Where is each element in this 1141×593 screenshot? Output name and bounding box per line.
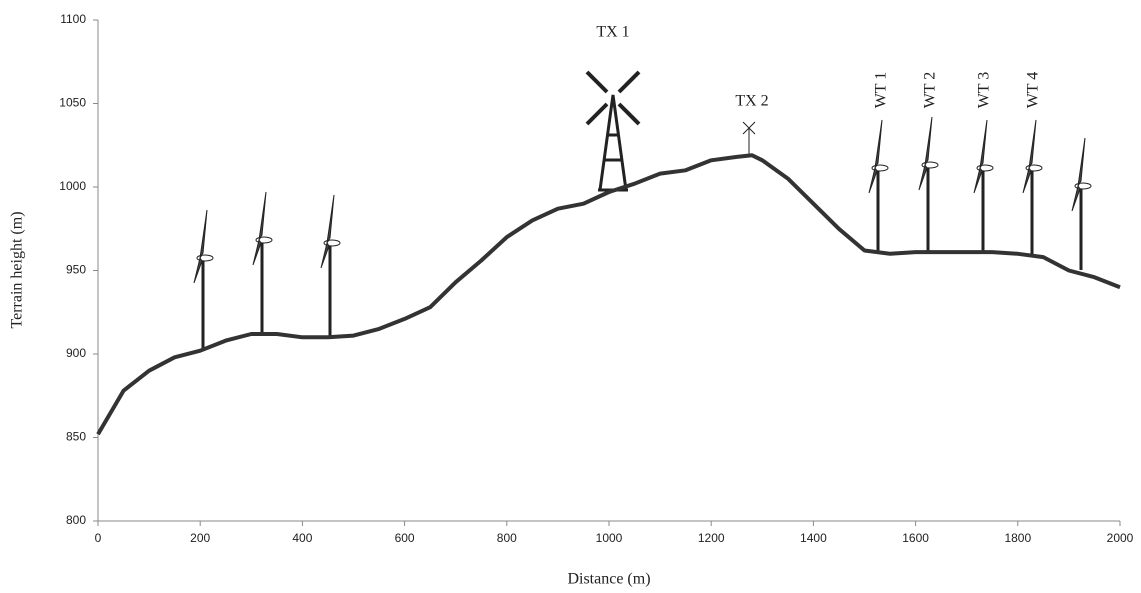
y-tick-label: 900 <box>66 346 86 360</box>
y-tick-label: 800 <box>66 513 86 527</box>
turbine-blades <box>1022 119 1037 194</box>
x-tick-label: 200 <box>190 531 210 545</box>
x-tick-label: 800 <box>497 531 517 545</box>
y-tick-label: 1050 <box>59 96 86 110</box>
annotation: TX 1 <box>596 24 629 41</box>
y-tick-label: 1100 <box>60 12 86 26</box>
annotation: WT 3 <box>976 72 993 109</box>
annotation: WT 4 <box>1025 72 1042 109</box>
turbine-blades <box>193 209 208 284</box>
turbine-blades <box>918 116 933 191</box>
x-tick-label: 1800 <box>1004 531 1031 545</box>
tx1-signal <box>585 102 609 126</box>
turbine-blades <box>252 191 267 266</box>
x-tick-label: 1600 <box>902 531 929 545</box>
turbine-blades <box>320 194 335 269</box>
tx1-signal <box>585 70 609 94</box>
turbine-blades <box>973 119 988 194</box>
y-tick-label: 950 <box>66 263 86 277</box>
x-axis-title: Distance (m) <box>567 571 650 588</box>
x-tick-label: 1000 <box>596 531 623 545</box>
tx1-signal <box>617 70 641 94</box>
turbine-blades <box>868 119 883 194</box>
x-tick-label: 0 <box>95 531 102 545</box>
x-tick-label: 1200 <box>698 531 725 545</box>
y-tick-label: 1000 <box>59 179 86 193</box>
turbine-blades <box>1071 137 1086 212</box>
x-tick-label: 2000 <box>1107 531 1134 545</box>
tx1-signal <box>617 102 641 126</box>
annotation: WT 2 <box>922 72 939 109</box>
x-tick-label: 400 <box>292 531 312 545</box>
icons <box>193 70 1092 350</box>
y-axis-title: Terrain height (m) <box>9 211 26 328</box>
tx2-mast <box>742 121 756 157</box>
annotation: TX 2 <box>735 93 768 110</box>
terrain-line <box>96 153 1121 436</box>
y-tick-label: 850 <box>66 430 86 444</box>
x-tick-label: 1400 <box>800 531 827 545</box>
annotation: WT 1 <box>873 72 890 109</box>
tx1-tower <box>598 94 628 192</box>
x-tick-label: 600 <box>395 531 415 545</box>
